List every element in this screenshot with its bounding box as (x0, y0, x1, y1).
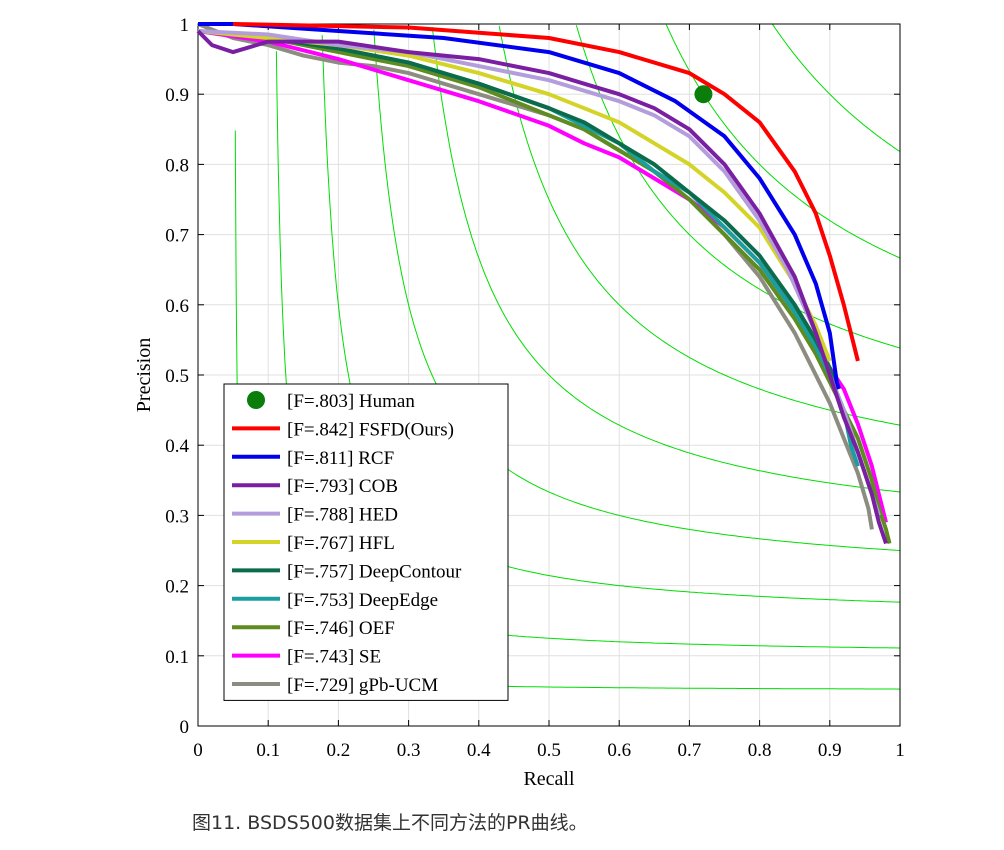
iso-f-curve (772, 24, 901, 153)
y-tick-label: 0.2 (165, 577, 189, 598)
series-line (197, 29, 839, 390)
legend-label: [F=.803] Human (287, 391, 415, 412)
iso-f-curve (575, 25, 901, 349)
y-tick-label: 0.6 (165, 296, 189, 317)
x-tick-label: 0.2 (327, 740, 351, 761)
iso-f-curve (431, 27, 901, 493)
axis-ticks: 0 0.1 0.2 0.3 0.4 0.5 0.6 0.7 0.8 0.9 1 0 0.1 0.2 0.3 0… (165, 15, 905, 761)
legend-label: [F=.757] DeepContour (287, 561, 462, 582)
x-tick-label: 0.8 (748, 740, 772, 761)
series-line (197, 29, 888, 523)
legend-label: [F=.793] COB (287, 476, 398, 497)
y-axis-title: Precision (133, 338, 155, 412)
x-tick-label: 0.7 (678, 740, 702, 761)
x-tick-label: 0.3 (397, 740, 421, 761)
y-tick-label: 0.5 (165, 366, 189, 387)
legend: [F=.803] Human [F=.842] FSFD(Ours) [F=.811… (223, 383, 509, 701)
x-tick-label: 0.5 (537, 740, 561, 761)
legend-label: [F=.743] SE (287, 647, 381, 668)
series-line (196, 29, 888, 545)
x-tick-label: 0.6 (607, 740, 631, 761)
legend-marker-human (247, 391, 265, 409)
iso-f-curve (373, 29, 901, 551)
x-tick-label: 0.1 (256, 740, 280, 761)
series-line (198, 22, 841, 390)
series-line (197, 29, 892, 544)
iso-f-curve (665, 24, 901, 259)
y-tick-label: 0.1 (165, 647, 189, 668)
legend-label: [F=.746] OEF (287, 618, 395, 639)
y-tick-label: 0.7 (165, 226, 189, 247)
x-tick-label: 0.9 (818, 740, 842, 761)
legend-label: [F=.811] RCF (287, 448, 394, 469)
legend-label: [F=.767] HFL (287, 533, 395, 554)
legend-label: [F=.842] FSFD(Ours) (287, 419, 454, 440)
human-point (694, 85, 713, 104)
series-line (233, 22, 860, 362)
iso-f-curve (498, 25, 901, 426)
y-tick-label: 1 (180, 15, 190, 36)
legend-label: [F=.729] gPb-UCM (287, 675, 438, 696)
x-axis-title: Recall (523, 768, 575, 790)
legend-label: [F=.753] DeepEdge (287, 590, 438, 611)
series-layer (196, 22, 892, 545)
x-tick-label: 0.4 (467, 740, 491, 761)
y-tick-label: 0.4 (165, 436, 189, 457)
series-line (197, 29, 832, 362)
x-tick-label: 1 (895, 740, 905, 761)
figure-caption: 图11. BSDS500数据集上不同方法的PR曲线。 (192, 812, 588, 834)
y-tick-label: 0.3 (165, 506, 189, 527)
y-tick-label: 0.8 (165, 155, 189, 176)
y-tick-label: 0.9 (165, 85, 189, 106)
legend-label: [F=.788] HED (287, 505, 398, 526)
x-tick-label: 0 (193, 740, 203, 761)
y-tick-label: 0 (180, 717, 190, 738)
